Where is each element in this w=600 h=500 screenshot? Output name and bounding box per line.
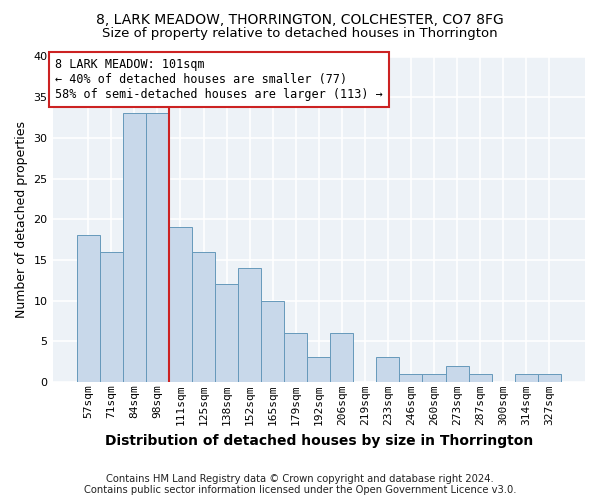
Bar <box>307 358 330 382</box>
Bar <box>284 333 307 382</box>
Bar <box>400 374 422 382</box>
Bar <box>422 374 446 382</box>
Bar <box>469 374 491 382</box>
Bar <box>330 333 353 382</box>
Bar <box>538 374 561 382</box>
X-axis label: Distribution of detached houses by size in Thorrington: Distribution of detached houses by size … <box>104 434 533 448</box>
Bar <box>376 358 400 382</box>
Bar <box>146 114 169 382</box>
Bar <box>192 252 215 382</box>
Text: 8 LARK MEADOW: 101sqm
← 40% of detached houses are smaller (77)
58% of semi-deta: 8 LARK MEADOW: 101sqm ← 40% of detached … <box>55 58 383 101</box>
Bar <box>261 300 284 382</box>
Text: Size of property relative to detached houses in Thorrington: Size of property relative to detached ho… <box>102 28 498 40</box>
Bar <box>515 374 538 382</box>
Text: 8, LARK MEADOW, THORRINGTON, COLCHESTER, CO7 8FG: 8, LARK MEADOW, THORRINGTON, COLCHESTER,… <box>96 12 504 26</box>
Bar <box>100 252 123 382</box>
Bar <box>238 268 261 382</box>
Bar <box>446 366 469 382</box>
Y-axis label: Number of detached properties: Number of detached properties <box>15 120 28 318</box>
Text: Contains public sector information licensed under the Open Government Licence v3: Contains public sector information licen… <box>84 485 516 495</box>
Text: Contains HM Land Registry data © Crown copyright and database right 2024.: Contains HM Land Registry data © Crown c… <box>106 474 494 484</box>
Bar <box>215 284 238 382</box>
Bar <box>123 114 146 382</box>
Bar <box>77 236 100 382</box>
Bar <box>169 228 192 382</box>
